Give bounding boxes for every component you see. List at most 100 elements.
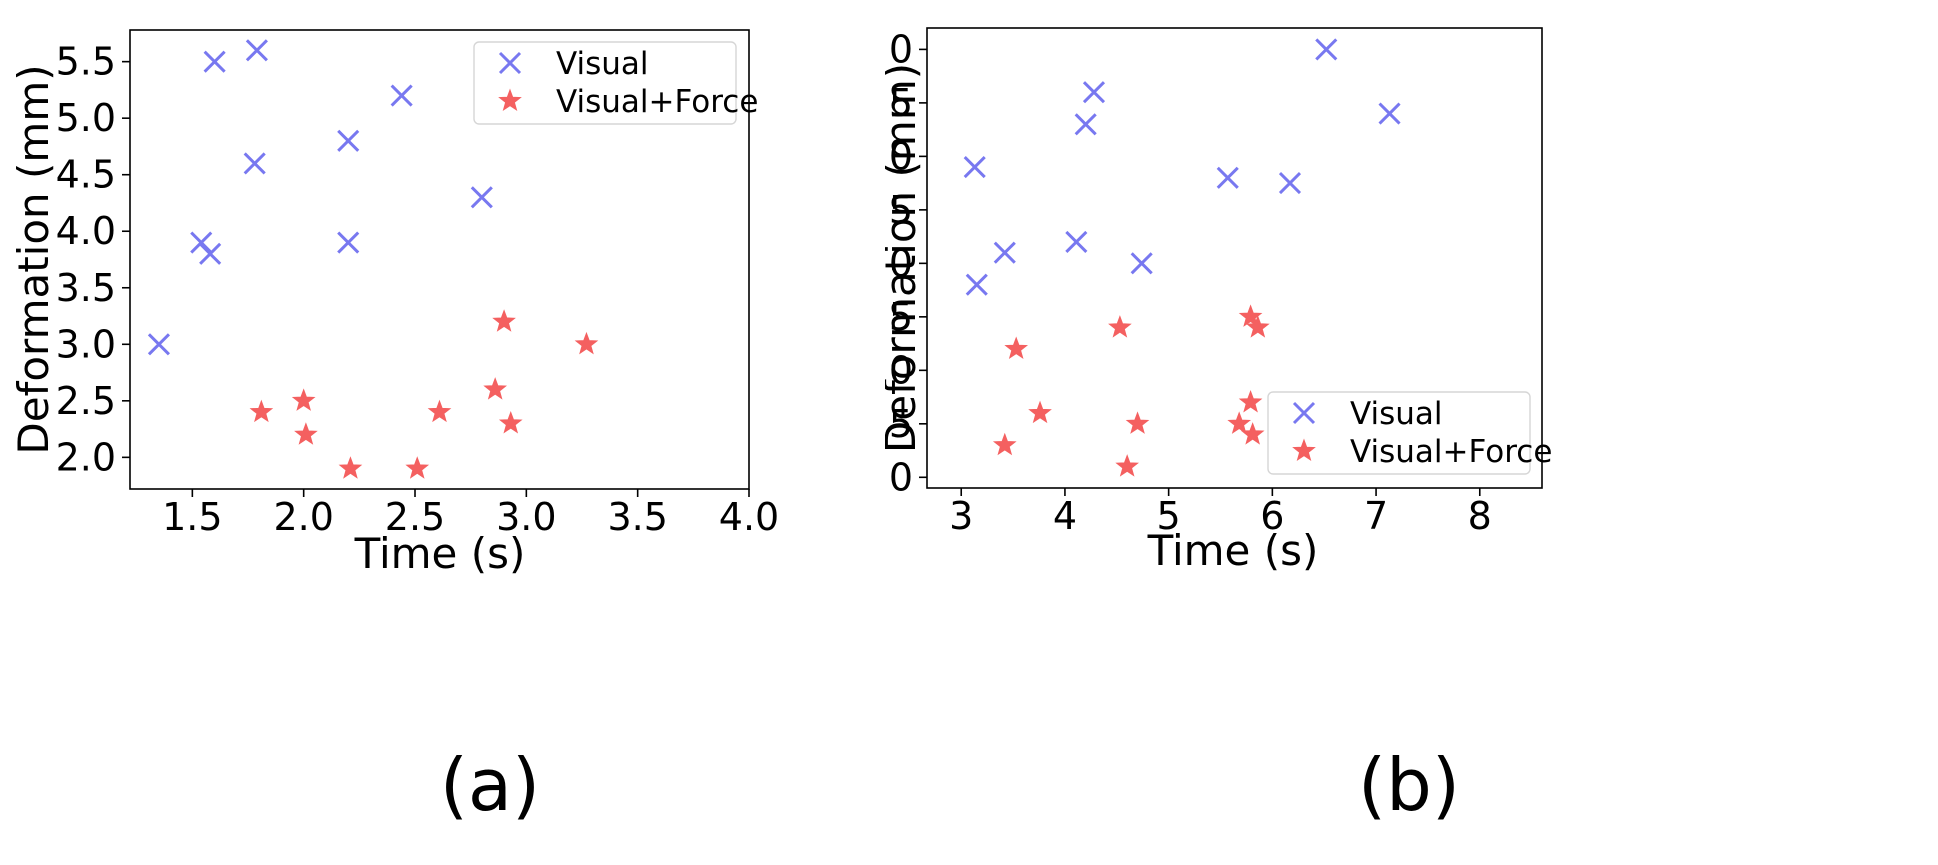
scatter-chart-a: 1.5 2.0 2.5 3.0 3.5 4.0 2.0 2.5 3.0 3.5 4.0 4.5 5.0 5…: [9, 29, 779, 578]
visual-force-point: [1238, 304, 1263, 327]
x-axis-label: Time (s): [1147, 526, 1319, 575]
visual-point-stroke-2: [190, 231, 213, 254]
visual-point: [993, 241, 1016, 264]
visual-point: [965, 273, 988, 296]
y-tick-label: 2.0: [885, 348, 913, 392]
legend-box: [473, 41, 737, 125]
legend-label: Visual: [556, 46, 649, 82]
visual-point-stroke-2: [1065, 230, 1088, 254]
visual-point-stroke-2: [1378, 102, 1401, 125]
legend-label: Visual: [1350, 396, 1443, 432]
visual-point: [470, 186, 493, 209]
visual-force-point: [1227, 411, 1251, 434]
visual-point-stroke-2: [1074, 113, 1097, 136]
x-tick-label: 1.5: [162, 495, 222, 539]
y-tick-label: 5.5: [56, 40, 116, 84]
scatter-chart-b: 3 4 5 6 7 8 1.0 1.5 2.0 2.5 3.0 3.5 4.0 4.5 5.0 Time (s…: [885, 27, 1552, 575]
x-tick-label: 3: [949, 494, 973, 538]
panel-caption-b: (b): [1358, 743, 1460, 827]
legend-star-icon: [1292, 438, 1316, 462]
series-visual-force: [992, 304, 1270, 477]
visual-force-point: [1004, 336, 1029, 359]
y-tick-label: 1.5: [885, 402, 913, 446]
visual-force-point: [1240, 422, 1265, 445]
y-tick-label: 2.0: [56, 435, 116, 479]
chart-root-1: 3 4 5 6 7 8 1.0 1.5 2.0 2.5 3.0 3.5 4.0 4.5 5.0 Time (s…: [885, 27, 1552, 575]
visual-force-point: [1125, 411, 1150, 434]
visual-point-stroke-2: [203, 50, 226, 73]
visual-force-point: [249, 399, 274, 423]
panel-caption-a: (a): [439, 743, 541, 827]
visual-point-stroke-2: [1082, 81, 1106, 104]
series-visual: [963, 38, 1401, 296]
x-tick-label: 4: [1053, 494, 1077, 538]
visual-force-point: [405, 456, 430, 479]
plot-frame: [926, 27, 1543, 489]
chart-panel-b: 3 4 5 6 7 8 1.0 1.5 2.0 2.5 3.0 3.5 4.0 4.5 5.0 Time (s…: [885, 0, 1854, 865]
y-axis-label: Deformation (mm): [9, 64, 58, 454]
visual-point: [1065, 230, 1088, 254]
plot-frame: [129, 29, 750, 490]
visual-point-stroke-2: [993, 241, 1016, 264]
visual-point: [963, 156, 986, 179]
visual-force-point: [492, 309, 516, 332]
visual-point: [337, 231, 360, 254]
visual-point-stroke-2: [147, 333, 171, 356]
x-axis-label: Time (s): [354, 529, 526, 578]
visual-point: [199, 242, 222, 265]
series-visual: [147, 39, 493, 356]
visual-point: [203, 50, 226, 73]
visual-point-stroke-2: [243, 152, 266, 175]
visual-force-point: [291, 388, 316, 411]
y-tick-label: 3.0: [885, 241, 913, 285]
visual-point: [390, 84, 413, 107]
y-tick-label: 5.0: [885, 27, 913, 71]
legend-x-icon: [1292, 401, 1316, 425]
y-tick-label: 3.5: [56, 266, 116, 310]
visual-point: [245, 39, 268, 62]
x-tick-label: 5: [1157, 494, 1181, 538]
visual-point-stroke-2: [390, 84, 413, 107]
visual-point: [190, 231, 213, 254]
visual-force-point: [1108, 315, 1132, 338]
visual-force-point: [294, 422, 318, 445]
x-tick-label: 2.5: [385, 495, 445, 539]
x-tick-label: 3.5: [607, 495, 667, 539]
y-tick-label: 3.5: [885, 188, 913, 232]
visual-force-point: [427, 399, 452, 423]
visual-point-stroke-2: [245, 39, 268, 62]
visual-force-point: [1238, 389, 1263, 413]
visual-point-stroke-2: [337, 129, 360, 152]
y-tick-label: 2.5: [56, 379, 116, 423]
visual-force-point: [483, 377, 507, 400]
legend-x-icon: [498, 51, 522, 75]
legend-x-icon-stroke-2: [498, 51, 522, 75]
visual-point: [1082, 81, 1106, 104]
y-axis-label: Deformation (mm): [885, 63, 925, 453]
visual-point-stroke-2: [963, 156, 986, 179]
chart-root-0: 1.5 2.0 2.5 3.0 3.5 4.0 2.0 2.5 3.0 3.5 4.0 4.5 5.0 5…: [9, 29, 779, 578]
visual-point-stroke-2: [337, 231, 360, 254]
visual-force-point: [574, 331, 599, 355]
legend-x-icon-stroke-2: [1292, 401, 1316, 425]
y-tick-label: 4.0: [56, 209, 116, 253]
visual-point: [337, 129, 360, 152]
visual-point-stroke-2: [1216, 166, 1239, 189]
visual-point: [1315, 38, 1338, 61]
legend-star-icon: [498, 88, 522, 112]
visual-force-point: [1115, 454, 1139, 477]
visual-point-stroke-2: [470, 186, 493, 209]
legend-label: Visual+Force: [556, 84, 758, 120]
visual-point: [147, 333, 171, 356]
visual-point-stroke-2: [1315, 38, 1338, 61]
visual-force-point: [992, 432, 1017, 456]
visual-force-point: [1246, 315, 1270, 338]
x-tick-label: 4.0: [719, 495, 779, 539]
legend-box: [1267, 391, 1531, 475]
visual-point-stroke-2: [199, 242, 222, 265]
visual-point: [1130, 252, 1153, 275]
chart-panel-a: 1.5 2.0 2.5 3.0 3.5 4.0 2.0 2.5 3.0 3.5 4.0 4.5 5.0 5…: [9, 29, 779, 827]
y-tick-label: 4.5: [885, 81, 913, 125]
visual-point-stroke-2: [1130, 252, 1153, 275]
